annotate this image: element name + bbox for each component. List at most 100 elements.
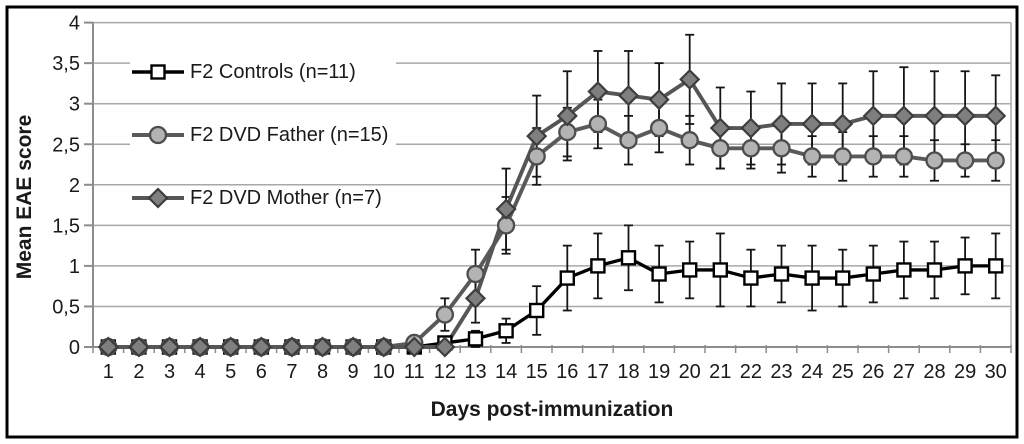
- data-point-square: [988, 258, 1004, 274]
- data-point-diamond: [97, 336, 119, 358]
- data-point-square: [957, 258, 973, 274]
- x-tick-label: 18: [617, 361, 639, 383]
- legend-label-dvd-mother: F2 DVD Mother (n=7): [190, 186, 382, 209]
- data-point-diamond: [862, 105, 884, 127]
- y-tick-label: 1,5: [52, 215, 80, 237]
- legend-sample-marker: [147, 187, 169, 209]
- y-tick-label: 2: [69, 175, 80, 197]
- x-tick-label: 14: [495, 361, 517, 383]
- legend-sample-marker: [148, 125, 168, 145]
- y-tick-label: 0,5: [52, 296, 80, 318]
- data-point-diamond: [342, 336, 364, 358]
- data-point-circle: [741, 139, 761, 158]
- x-tick-label: 21: [709, 361, 731, 383]
- data-point-diamond: [189, 336, 211, 358]
- x-axis-title: Days post-immunization: [431, 398, 674, 421]
- legend-marker-mother-diamond-icon: [132, 187, 184, 209]
- y-tick-label: 3,5: [52, 53, 80, 75]
- data-point-circle: [527, 147, 546, 166]
- x-tick-label: 24: [801, 361, 823, 383]
- data-point-circle: [986, 151, 1005, 170]
- data-point-diamond: [403, 336, 425, 358]
- legend: F2 Controls (n=11) F2 DVD Father (n=15) …: [130, 61, 397, 209]
- x-tick-label: 30: [985, 361, 1007, 383]
- legend-marker-controls-square-icon: [132, 64, 184, 80]
- y-tick-label: 3: [69, 94, 80, 116]
- data-point-circle: [894, 147, 914, 166]
- data-point-diamond: [709, 117, 731, 139]
- data-point-square: [682, 262, 698, 278]
- data-point-diamond: [832, 113, 854, 135]
- data-point-circle: [864, 147, 883, 166]
- x-tick-label: 4: [195, 361, 206, 383]
- x-tick-label: 6: [256, 361, 267, 383]
- data-point-square: [590, 258, 606, 274]
- y-tick-labels: 0 0,5 1 1,5 2 2,5 3 3,5 4: [52, 13, 80, 359]
- legend-item-dvd-mother: F2 DVD Mother (n=7): [130, 186, 397, 209]
- x-tick-label: 2: [133, 361, 144, 383]
- data-point-square: [835, 270, 851, 286]
- data-point-diamond: [526, 125, 548, 147]
- x-tick-label: 9: [348, 361, 359, 383]
- data-point-diamond: [801, 113, 823, 135]
- data-point-circle: [680, 131, 699, 150]
- data-point-square: [926, 262, 943, 278]
- legend-sample-marker: [150, 64, 166, 80]
- data-point-diamond: [434, 336, 456, 358]
- x-tick-label: 11: [404, 361, 425, 383]
- legend-item-dvd-father: F2 DVD Father (n=15): [130, 123, 397, 146]
- legend-label-dvd-father: F2 DVD Father (n=15): [190, 123, 389, 146]
- data-point-diamond: [679, 68, 701, 90]
- x-tick-label: 17: [587, 361, 609, 383]
- data-point-square: [896, 262, 912, 278]
- data-point-diamond: [464, 287, 487, 309]
- x-tick-label: 27: [893, 361, 915, 383]
- data-point-circle: [588, 114, 608, 134]
- data-point-diamond: [617, 85, 640, 107]
- x-tick-label: 10: [373, 361, 395, 383]
- data-point-diamond: [250, 336, 272, 358]
- data-point-circle: [802, 147, 822, 166]
- x-tick-label: 15: [526, 361, 548, 383]
- data-point-circle: [496, 216, 516, 235]
- x-tick-label: 13: [464, 361, 486, 383]
- data-point-diamond: [281, 336, 303, 358]
- data-point-diamond: [740, 117, 762, 139]
- data-point-diamond: [587, 80, 609, 103]
- data-point-square: [498, 323, 514, 339]
- data-point-circle: [435, 305, 455, 324]
- x-tick-label: 3: [164, 361, 175, 383]
- data-point-diamond: [128, 336, 150, 358]
- data-point-diamond: [893, 105, 915, 127]
- data-point-square: [651, 266, 667, 282]
- data-point-square: [467, 331, 484, 347]
- y-tick-label: 1: [69, 256, 80, 278]
- data-point-circle: [649, 118, 669, 138]
- x-tick-label: 28: [923, 361, 945, 383]
- data-point-square: [712, 262, 728, 278]
- data-point-square: [865, 266, 881, 282]
- data-point-circle: [833, 147, 852, 166]
- x-tick-label: 29: [954, 361, 976, 383]
- data-point-diamond: [220, 336, 242, 358]
- x-tick-label: 12: [434, 361, 456, 383]
- data-point-circle: [925, 151, 944, 170]
- y-tick-label: 4: [69, 13, 80, 35]
- data-point-square: [620, 250, 637, 266]
- data-point-circle: [558, 122, 577, 142]
- data-point-diamond: [158, 336, 181, 358]
- x-tick-label: 8: [317, 361, 328, 383]
- error-bars: [409, 33, 1001, 348]
- x-tick-label: 7: [286, 361, 297, 383]
- legend-marker-father-circle-icon: [132, 125, 184, 145]
- data-point-diamond: [556, 105, 578, 127]
- x-tick-label: 25: [832, 361, 854, 383]
- data-point-circle: [466, 264, 485, 284]
- data-point-diamond: [954, 105, 976, 127]
- data-point-diamond: [985, 105, 1007, 127]
- data-point-circle: [711, 139, 730, 158]
- data-point-square: [773, 266, 790, 282]
- y-tick-label: 0: [69, 337, 80, 359]
